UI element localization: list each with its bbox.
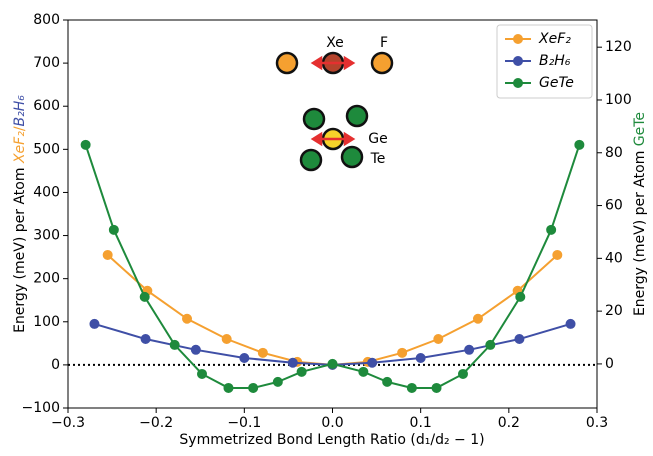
point: [102, 249, 113, 260]
legend-marker: [513, 78, 523, 88]
y2-tick-label: 20: [605, 303, 623, 319]
y2-tick-label: 0: [605, 356, 614, 372]
point: [327, 358, 338, 369]
point: [546, 224, 557, 235]
y-axis-label-series: B₂H₆: [12, 95, 28, 127]
point: [287, 357, 298, 368]
y2-tick-label: 80: [605, 145, 623, 161]
y-tick-label: −100: [22, 400, 60, 416]
point: [472, 313, 483, 324]
f-atom: [275, 51, 299, 75]
legend-label: XeF₂: [538, 31, 571, 47]
y-axis-label-series: XeF₂: [12, 131, 28, 164]
y-tick-label: 0: [51, 357, 60, 373]
x-tick-label: −0.3: [51, 415, 85, 431]
point: [574, 139, 585, 150]
point: [514, 334, 525, 345]
point: [182, 313, 193, 324]
point: [197, 368, 208, 379]
y-tick-label: 600: [33, 98, 60, 114]
point: [139, 291, 150, 302]
x-axis-label: Symmetrized Bond Length Ratio (d₁/d₂ − 1…: [179, 432, 484, 448]
y-axis-label-sep: /: [12, 126, 28, 131]
te-atom: [299, 148, 323, 172]
arrow: [310, 55, 356, 71]
point: [272, 376, 283, 387]
y-tick-label: 800: [33, 12, 60, 28]
annotation: F: [380, 35, 388, 51]
x-tick-label: 0.3: [586, 415, 608, 431]
y2-axis-label: Energy (meV) per Atom GeTe: [632, 112, 648, 316]
point: [406, 382, 417, 393]
point: [296, 366, 307, 377]
point: [382, 376, 393, 387]
point: [89, 318, 100, 329]
x-tick-label: 0.0: [321, 415, 343, 431]
y-tick-label: 100: [33, 314, 60, 330]
y-tick-label: 500: [33, 141, 60, 157]
y2-tick-label: 40: [605, 250, 623, 266]
point: [431, 382, 442, 393]
point: [415, 352, 426, 363]
point: [433, 334, 444, 345]
point: [464, 344, 475, 355]
y2-tick-label: 120: [605, 39, 632, 55]
legend-label: B₂H₆: [539, 53, 571, 69]
f-atom: [370, 51, 394, 75]
inset-diagram: Xe F Ge Te: [275, 35, 394, 172]
point: [239, 352, 250, 363]
te-atom: [345, 104, 369, 128]
legend-label: GeTe: [539, 75, 574, 91]
point: [140, 334, 151, 345]
point: [221, 334, 232, 345]
y-tick-label: 700: [33, 55, 60, 71]
y2-tick-label: 100: [605, 92, 632, 108]
y2-tick-label: 60: [605, 198, 623, 214]
y2-axis-label-series: GeTe: [632, 112, 648, 146]
y2-axis-label-text: Energy (meV) per Atom: [632, 151, 648, 316]
y-tick-label: 200: [33, 271, 60, 287]
x-tick-label: −0.2: [139, 415, 173, 431]
y-axis-label-text: Energy (meV) per Atom: [12, 168, 28, 333]
point: [367, 357, 378, 368]
point: [358, 366, 369, 377]
point: [108, 224, 119, 235]
point: [257, 347, 268, 358]
point: [80, 139, 91, 150]
point: [190, 344, 201, 355]
x-tick-label: −0.1: [227, 415, 261, 431]
point: [565, 318, 576, 329]
x-tick-label: 0.1: [410, 415, 432, 431]
y-tick-label: 300: [33, 228, 60, 244]
y-tick-label: 400: [33, 184, 60, 200]
te-atom: [340, 145, 364, 169]
te-atom: [302, 107, 326, 131]
annotation: Ge: [368, 131, 387, 147]
point: [457, 368, 468, 379]
arrow: [310, 131, 356, 147]
point: [223, 382, 234, 393]
legend-marker: [513, 56, 523, 66]
point: [169, 339, 180, 350]
legend-marker: [513, 34, 523, 44]
annotation: Te: [370, 151, 386, 167]
annotation: Xe: [326, 35, 344, 51]
point: [397, 347, 408, 358]
point: [515, 291, 526, 302]
x-tick-label: 0.2: [498, 415, 520, 431]
point: [248, 382, 259, 393]
series-line: [84, 144, 581, 389]
y-axis-label: Energy (meV) per Atom XeF₂/B₂H₆: [12, 95, 28, 333]
point: [485, 339, 496, 350]
point: [552, 249, 563, 260]
